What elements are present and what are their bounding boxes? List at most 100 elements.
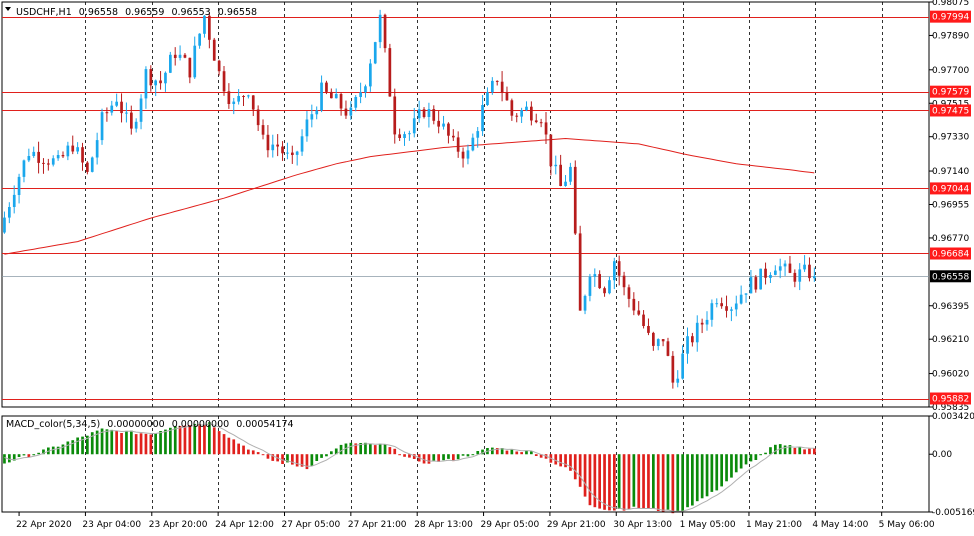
candle-bear <box>159 71 162 90</box>
candle-body <box>110 105 114 113</box>
candle-bear <box>437 110 440 134</box>
macd-bar <box>603 454 606 510</box>
macd-bar <box>466 454 470 457</box>
candle-body <box>530 106 533 121</box>
macd-header: MACD_color(5,34,5) 0.00000000 0.00000000… <box>6 419 294 430</box>
candle-body <box>637 310 641 315</box>
candle-bull <box>378 9 382 49</box>
macd-bar <box>588 454 592 506</box>
candle-bull <box>769 272 772 283</box>
candle-bull <box>774 265 777 276</box>
candle-body <box>286 152 289 154</box>
candle-body <box>203 15 206 34</box>
macd-bar <box>691 454 694 506</box>
macd-bar <box>32 454 36 456</box>
candle-body <box>569 166 572 182</box>
candle-body <box>330 91 333 99</box>
macd-bar <box>208 422 211 455</box>
candle-body <box>710 303 714 320</box>
macd-bar <box>169 427 172 455</box>
candle-body <box>466 150 470 159</box>
candle-body <box>134 121 138 129</box>
candle-bull <box>271 134 275 158</box>
macd-bar <box>378 443 382 455</box>
candle-bear <box>47 158 50 171</box>
candle-bull <box>334 88 338 99</box>
candle-bull <box>154 79 157 97</box>
candle-body <box>266 134 270 151</box>
candle-body <box>188 57 192 78</box>
level-price-tag <box>930 182 971 195</box>
candle-bear <box>81 142 84 171</box>
candle-body <box>120 101 123 114</box>
candle-body <box>149 69 153 86</box>
candle-body <box>427 109 431 117</box>
candle-bear <box>188 57 192 84</box>
candle-body <box>369 63 372 87</box>
candle-body <box>208 15 211 40</box>
macd-bar <box>505 450 509 455</box>
macd-bar <box>320 454 323 458</box>
candle-body <box>788 263 792 273</box>
candle-body <box>403 134 406 138</box>
candle-body <box>320 82 323 111</box>
macd-bar <box>90 432 94 455</box>
macd-bar <box>452 454 455 462</box>
candle-bear <box>539 118 543 128</box>
candle-bull <box>710 299 714 327</box>
candle-bull <box>613 257 616 290</box>
macd-bar <box>364 442 367 455</box>
candle-bull <box>403 131 406 146</box>
macd-tick-label: 0.00 <box>932 450 952 460</box>
candle-bear <box>393 88 397 144</box>
time-tick-label: 5 May 06:00 <box>879 520 935 530</box>
macd-bar <box>305 454 309 470</box>
candle-bear <box>42 158 45 174</box>
candle-body <box>339 94 343 109</box>
time-tick-label: 23 Apr 04:00 <box>82 520 141 530</box>
macd-bar <box>510 449 514 455</box>
macd-bar <box>569 454 572 471</box>
candle-bull <box>583 294 587 315</box>
candle-bull <box>442 115 445 130</box>
macd-bar <box>315 454 319 461</box>
macd-bar <box>539 454 543 458</box>
main-pane-frame <box>1 1 930 408</box>
level-price-tag <box>930 10 971 23</box>
chevron-down-icon[interactable] <box>5 7 11 11</box>
candle-bull <box>686 327 689 364</box>
candle-body <box>588 276 592 296</box>
candle-bull <box>315 106 319 120</box>
candle-bull <box>320 75 323 113</box>
candle-bear <box>422 107 426 119</box>
candle-body <box>583 295 587 311</box>
macd-bar <box>700 454 704 499</box>
macd-bar <box>247 449 250 455</box>
close-value: 0.96558 <box>218 7 257 18</box>
macd-bar <box>676 454 680 512</box>
candle-bear <box>725 295 728 318</box>
candle-bear <box>666 337 670 357</box>
macd-bar <box>359 443 362 455</box>
candle-bull <box>491 77 494 95</box>
candle-bull <box>3 211 6 234</box>
candle-bear <box>208 12 211 49</box>
candle-body <box>169 54 172 73</box>
candle-bull <box>27 148 31 163</box>
candle-body <box>154 80 157 86</box>
macd-value-3: 0.00054174 <box>236 419 293 430</box>
candle-body <box>61 155 65 157</box>
candle-bull <box>164 71 167 92</box>
time-tick-label: 29 Apr 05:00 <box>481 520 540 530</box>
candle-bull <box>486 87 489 106</box>
macd-bar <box>325 454 328 457</box>
candle-bull <box>237 89 240 105</box>
current-price-tag-label: 0.96558 <box>932 272 969 282</box>
candle-bear <box>344 100 348 119</box>
candle-body <box>271 144 275 151</box>
macd-bar <box>349 442 353 455</box>
candle-bull <box>427 102 431 128</box>
macd-bar <box>622 454 626 511</box>
open-value: 0.96558 <box>79 7 118 18</box>
macd-bar <box>217 431 221 455</box>
